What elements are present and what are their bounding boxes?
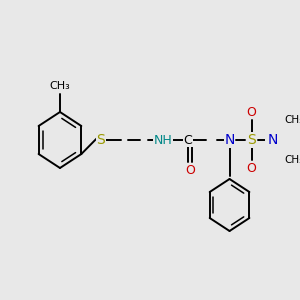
Text: S: S: [247, 133, 256, 147]
Text: CH₃: CH₃: [50, 81, 70, 91]
Text: O: O: [185, 164, 195, 176]
Text: CH₃: CH₃: [284, 155, 300, 165]
Text: CH₃: CH₃: [284, 115, 300, 125]
Text: NH: NH: [154, 134, 173, 146]
Text: O: O: [247, 161, 256, 175]
Text: C: C: [184, 134, 193, 146]
Text: N: N: [268, 133, 278, 147]
Text: O: O: [247, 106, 256, 118]
Text: N: N: [224, 133, 235, 147]
Text: S: S: [96, 133, 105, 147]
